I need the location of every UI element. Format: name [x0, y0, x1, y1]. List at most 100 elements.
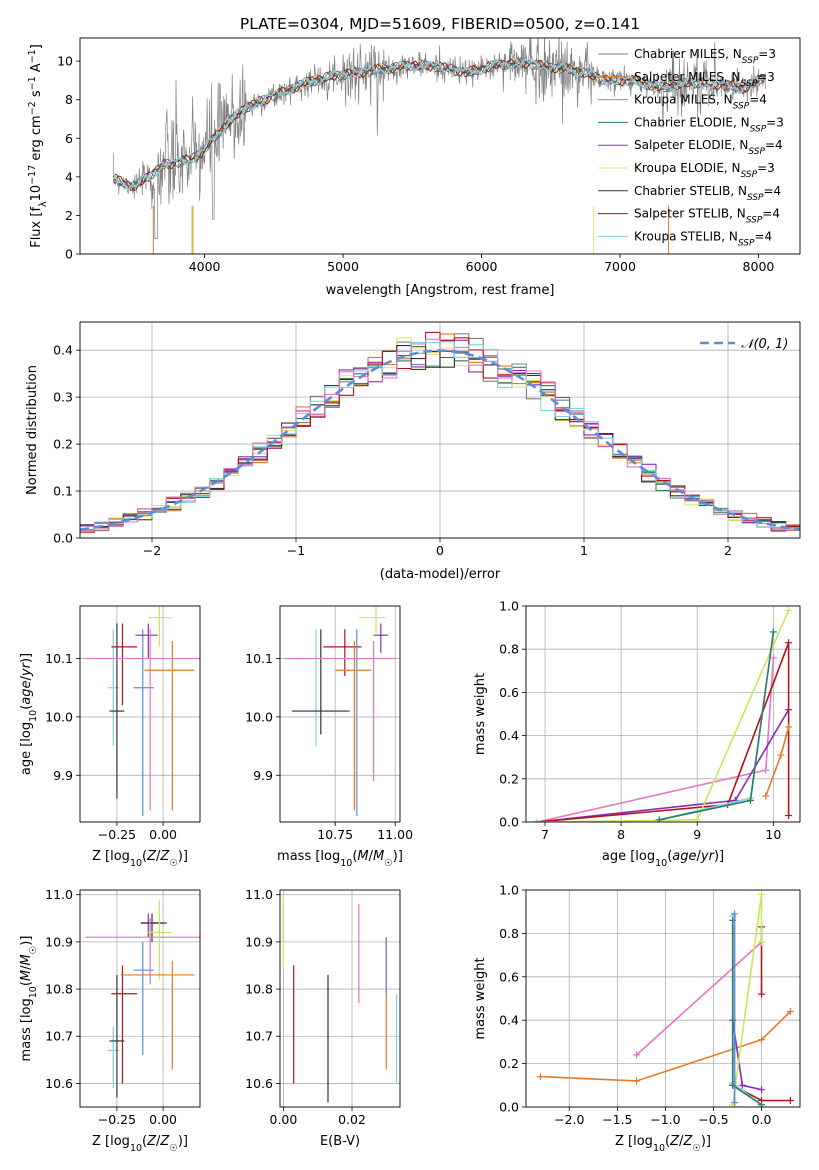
- y-tick-label: 4: [65, 169, 73, 184]
- y-tick-label: 10.9: [45, 934, 73, 949]
- x-tick-label: 10: [765, 827, 781, 842]
- plot-area: [284, 606, 396, 817]
- plus-marker: [747, 796, 755, 804]
- plus-marker: [731, 1099, 739, 1107]
- mass-weight-series: [659, 631, 775, 821]
- y-axis-label: Normed distribution: [25, 365, 40, 495]
- plus-marker: [655, 816, 663, 822]
- y-axis-label: mass weight: [473, 673, 488, 755]
- error-bar-point: [109, 974, 125, 1098]
- x-tick-label: 0.00: [149, 1112, 177, 1127]
- legend-entry: Chabrier ELODIE, NSSP=3: [634, 115, 784, 134]
- model-spectrum-line: [112, 58, 766, 191]
- plus-marker: [786, 1008, 794, 1016]
- plus-marker: [758, 938, 766, 946]
- y-tick-label: 8: [65, 92, 73, 107]
- error-bar-point: [359, 606, 386, 636]
- y-tick-label: 0.3: [53, 390, 73, 405]
- axes-frame: [79, 605, 201, 823]
- y-tick-label: 0.4: [53, 343, 73, 358]
- plus-marker: [731, 796, 739, 804]
- mass-weight-series: [731, 894, 763, 1105]
- error-bar-point: [148, 606, 173, 647]
- y-tick-label: 6: [65, 131, 73, 146]
- y-tick-label: 10: [57, 54, 73, 69]
- error-bar-point: [85, 629, 200, 811]
- figure-title: PLATE=0304, MJD=51609, FIBERID=0500, z=0…: [240, 15, 640, 33]
- mass-weight-series: [765, 726, 790, 797]
- x-axis-label: age [log10(age/yr)]: [602, 849, 724, 869]
- x-tick-label: 0.00: [149, 827, 177, 842]
- mass-weight-series: [636, 941, 763, 1056]
- x-tick-label: −1.5: [602, 1112, 632, 1127]
- x-tick-label: 1: [580, 543, 588, 558]
- x-tick-label: 5000: [327, 259, 359, 274]
- plot-area: [85, 899, 200, 1098]
- plus-marker: [786, 1096, 794, 1104]
- x-axis-label: wavelength [Angstrom, rest frame]: [326, 283, 555, 298]
- error-bar-point: [111, 623, 138, 706]
- histogram-series: [80, 331, 800, 533]
- panel-mass-weight-vs-Z: −2.0 −1.5 −1.0 −0.5 0.0 0.0 0.2 0.4 0.6 0.8 1.0 Z […: [473, 883, 801, 1154]
- y-tick-label: 10.9: [245, 934, 273, 949]
- x-axis-label: Z [log10(Z/Z☉)]: [615, 1134, 711, 1154]
- y-axis-label: mass weight: [473, 957, 488, 1039]
- panel-spectrum: 4000 5000 6000 7000 8000 0 2 4 6 8 10 wavelength [A…: [27, 37, 801, 298]
- legend-entry: Chabrier MILES, NSSP=3: [634, 47, 776, 66]
- normal-curve: [80, 349, 800, 532]
- axes-frame: [79, 37, 801, 255]
- mass-weight-series: [537, 709, 790, 822]
- plus-marker: [731, 910, 739, 918]
- plus-marker: [536, 1073, 544, 1081]
- y-tick-label: 10.0: [245, 709, 273, 724]
- error-bar-point: [120, 960, 195, 1070]
- plus-marker: [738, 1081, 746, 1089]
- plus-marker: [693, 816, 701, 822]
- x-tick-label: −0.25: [98, 1112, 136, 1127]
- error-bar-point: [148, 899, 173, 980]
- x-tick-label: 8000: [743, 259, 775, 274]
- normal-legend-label: 𝒩(0, 1): [741, 337, 788, 352]
- plus-marker: [769, 654, 777, 662]
- y-tick-label: 10.6: [45, 1076, 73, 1091]
- x-tick-label: 0.02: [338, 1112, 366, 1127]
- x-tick-label: 2: [724, 543, 732, 558]
- plus-marker: [633, 1051, 641, 1059]
- plot-area: [282, 894, 398, 1103]
- y-tick-label: 0.6: [499, 685, 519, 700]
- plus-marker: [777, 751, 785, 759]
- mass-weight-series: [659, 631, 775, 821]
- y-tick-label: 11.0: [45, 887, 73, 902]
- y-tick-label: 10.7: [245, 1029, 273, 1044]
- x-tick-label: 9: [693, 827, 701, 842]
- x-axis-label: (data-model)/error: [380, 567, 501, 582]
- plus-marker: [769, 628, 777, 636]
- legend-entry: Chabrier STELIB, NSSP=4: [634, 184, 781, 203]
- x-tick-label: 6000: [466, 259, 498, 274]
- panel-residuals: −2 −1 0 1 2 0.0 0.1 0.2 0.3 0.4 (data-model)/error…: [25, 321, 801, 582]
- axes-frame: [279, 889, 401, 1108]
- plus-marker: [785, 812, 793, 820]
- y-tick-label: 0.2: [499, 1056, 519, 1071]
- x-axis-label: Z [log10(Z/Z☉)]: [92, 849, 188, 869]
- axes-frame: [279, 605, 401, 823]
- x-tick-label: 7: [541, 827, 549, 842]
- x-axis-label: mass [log10(M/M☉)]: [277, 849, 403, 869]
- x-tick-label: −0.25: [98, 827, 136, 842]
- plus-marker: [762, 766, 770, 774]
- x-tick-label: 4000: [189, 259, 221, 274]
- y-tick-label: 0.0: [53, 531, 73, 546]
- x-tick-label: 8: [617, 827, 625, 842]
- y-tick-label: 9.9: [253, 768, 273, 783]
- y-tick-label: 0.0: [499, 1100, 519, 1115]
- plus-marker: [785, 606, 793, 614]
- error-bar-point: [109, 623, 125, 799]
- legend-entry: Salpeter ELODIE, NSSP=4: [634, 138, 783, 157]
- x-tick-label: −1.0: [650, 1112, 680, 1127]
- legend-entry: Kroupa MILES, NSSP=4: [634, 93, 767, 112]
- y-tick-label: 0.1: [53, 484, 73, 499]
- y-tick-label: 0.2: [53, 437, 73, 452]
- plot-area: [85, 606, 200, 817]
- x-tick-label: −1: [287, 543, 305, 558]
